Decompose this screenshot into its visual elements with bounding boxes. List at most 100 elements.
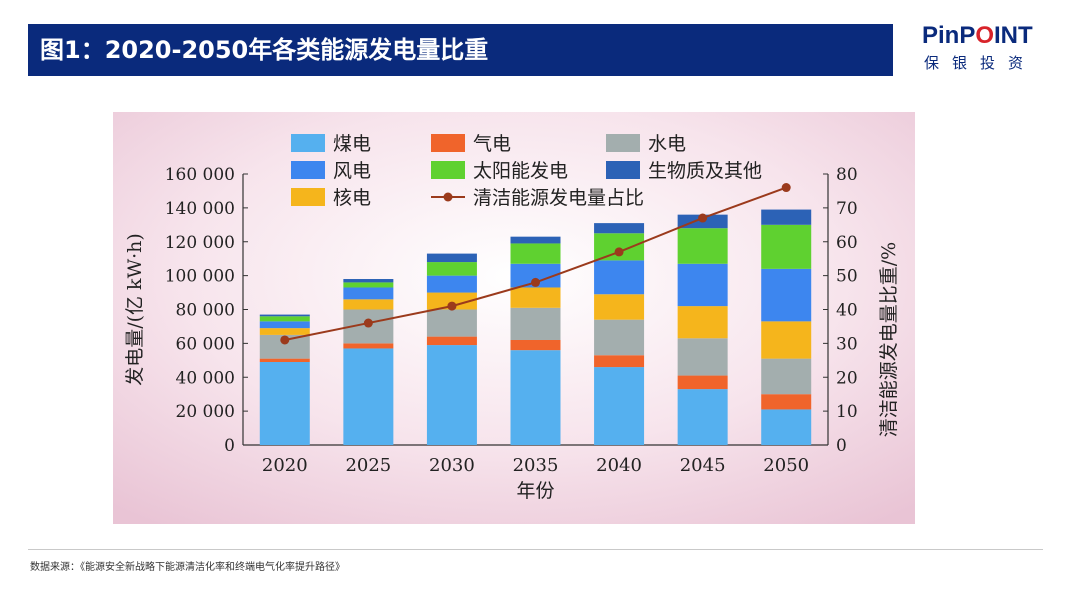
bar-segment-gas — [510, 339, 561, 351]
bar-segment-nuclear — [259, 328, 310, 335]
legend-label-line: 清洁能源发电量占比 — [473, 187, 644, 209]
bar-segment-hydro — [761, 358, 812, 395]
bar-segment-coal — [343, 348, 394, 445]
y-tick-label: 60 000 — [176, 334, 235, 354]
x-tick-label: 2050 — [763, 455, 809, 476]
bar-segment-wind — [343, 287, 394, 300]
bar-segment-hydro — [594, 319, 645, 356]
bar-segment-wind — [677, 263, 728, 307]
brand-logo: PinPOINT 保银投资 — [922, 22, 1057, 73]
y2-tick-label: 80 — [836, 165, 858, 185]
x-tick-label: 2030 — [429, 455, 475, 476]
bar-segment-gas — [594, 355, 645, 368]
legend-label-coal: 煤电 — [333, 133, 371, 155]
bar-segment-nuclear — [426, 292, 477, 310]
y2-tick-label: 30 — [836, 334, 858, 354]
y-tick-label: 0 — [224, 436, 235, 456]
legend-swatch-point — [443, 192, 453, 202]
bar-segment-gas — [426, 336, 477, 346]
y-tick-label: 20 000 — [176, 402, 235, 422]
legend-swatch-bio — [606, 161, 640, 179]
bar-segment-nuclear — [761, 321, 812, 359]
bar-segment-coal — [510, 350, 561, 445]
x-tick-label: 2020 — [262, 455, 308, 476]
y2-tick-label: 10 — [836, 402, 858, 422]
legend-swatch-nuclear — [291, 188, 325, 206]
bar-segment-coal — [259, 362, 310, 445]
bar-segment-wind — [426, 275, 477, 293]
legend-swatch-coal — [291, 134, 325, 152]
bar-segment-coal — [594, 367, 645, 445]
bar-segment-nuclear — [343, 299, 394, 310]
clean-share-point — [698, 213, 708, 223]
bar-segment-bio — [594, 223, 645, 234]
bar-segment-hydro — [426, 309, 477, 337]
y2-tick-label: 60 — [836, 233, 858, 253]
logo-wordmark: PinPOINT — [922, 22, 1033, 49]
bar-segment-hydro — [259, 334, 310, 359]
y-tick-label: 120 000 — [165, 233, 235, 253]
stacked-bar-line-chart: 0 20 000 40 000 60 000 80 000 100 000 120 000 1… — [113, 112, 915, 524]
bar-segment-solar — [426, 262, 477, 276]
bar-segment-bio — [343, 279, 394, 283]
legend-label-wind: 风电 — [333, 160, 371, 182]
bar-segment-bio — [426, 253, 477, 263]
y-tick-label: 40 000 — [176, 368, 235, 388]
y-tick-label: 160 000 — [165, 165, 235, 185]
legend-swatch-hydro — [606, 134, 640, 152]
legend-swatch-gas — [431, 134, 465, 152]
page-title: 图1：2020-2050年各类能源发电量比重 — [28, 24, 893, 76]
legend-swatch-wind — [291, 161, 325, 179]
bar-segment-solar — [510, 243, 561, 264]
legend-label-hydro: 水电 — [648, 133, 686, 155]
bar-segment-gas — [343, 343, 394, 349]
y2-axis-title: 清洁能源发电量比重/% — [878, 242, 900, 437]
bar-segment-solar — [259, 316, 310, 322]
bar-segment-gas — [677, 375, 728, 390]
legend-swatch-solar — [431, 161, 465, 179]
y2-tick-label: 20 — [836, 368, 858, 388]
y2-tick-label: 70 — [836, 199, 858, 219]
y-tick-label: 140 000 — [165, 199, 235, 219]
bar-segment-solar — [677, 228, 728, 264]
bar-segment-hydro — [677, 338, 728, 376]
bar-segment-solar — [761, 224, 812, 269]
bar-segment-bio — [510, 236, 561, 244]
clean-share-point — [614, 247, 624, 257]
x-tick-label: 2035 — [513, 455, 559, 476]
y2-tick-label: 0 — [836, 436, 847, 456]
clean-share-point — [781, 183, 791, 193]
bar-segment-gas — [761, 394, 812, 410]
logo-subtitle: 保银投资 — [924, 54, 1037, 72]
bar-segment-bio — [259, 314, 310, 317]
bar-segment-nuclear — [594, 294, 645, 320]
bar-segment-coal — [677, 389, 728, 445]
bar-segment-gas — [259, 358, 310, 363]
bar-segment-coal — [761, 409, 812, 445]
legend-label-solar: 太阳能发电 — [473, 160, 568, 182]
bar-segment-wind — [259, 321, 310, 329]
x-tick-label: 2025 — [345, 455, 391, 476]
footer-divider — [28, 549, 1043, 550]
legend-label-nuclear: 核电 — [333, 187, 371, 209]
bar-segment-bio — [761, 209, 812, 225]
clean-share-point — [280, 335, 290, 345]
x-axis-title: 年份 — [516, 480, 554, 502]
x-tick-label: 2040 — [596, 455, 642, 476]
clean-share-point — [531, 277, 540, 287]
bar-segment-solar — [343, 282, 394, 288]
clean-share-point — [363, 318, 373, 328]
bar-segment-hydro — [510, 307, 561, 340]
y-tick-label: 100 000 — [165, 267, 235, 287]
y-axis-title: 发电量/(亿 kW·h) — [124, 233, 146, 386]
clean-share-point — [447, 301, 457, 311]
x-tick-label: 2045 — [680, 455, 726, 476]
bar-segment-nuclear — [677, 306, 728, 339]
data-source: 数据来源：《能源安全新战略下能源清洁化率和终端电气化率提升路径》 — [30, 562, 345, 573]
y2-tick-label: 40 — [836, 301, 858, 321]
bar-segment-wind — [594, 260, 645, 295]
bar-segment-nuclear — [510, 287, 561, 308]
bar-segment-wind — [510, 263, 561, 288]
legend-label-bio: 生物质及其他 — [648, 160, 762, 182]
bar-segment-wind — [761, 268, 812, 322]
